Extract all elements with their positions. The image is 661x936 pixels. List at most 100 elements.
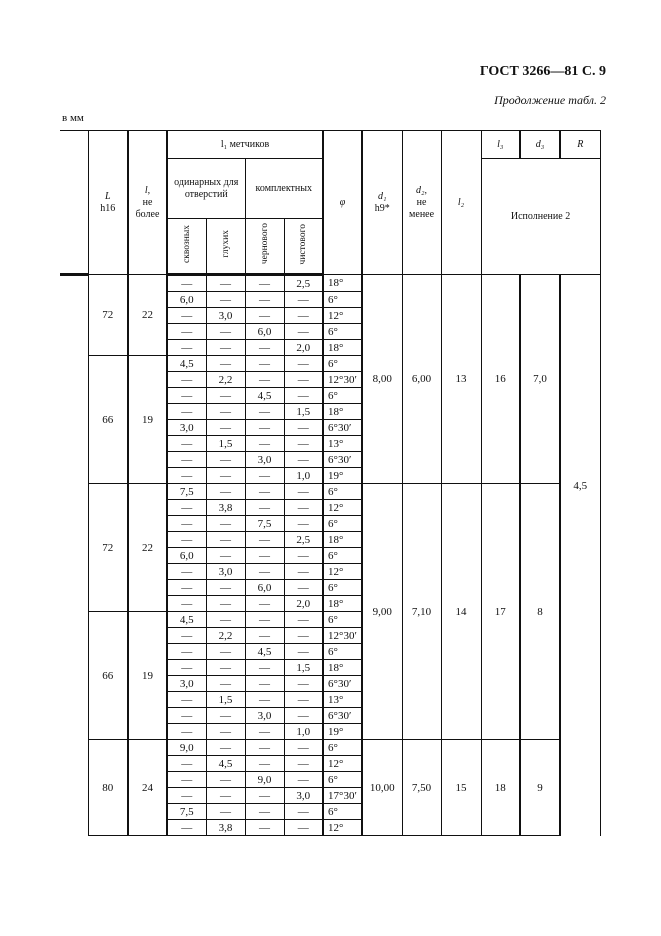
cell-phi: 12° xyxy=(322,499,363,516)
cell-through: 4,5 xyxy=(166,611,207,628)
cell-d1: 10,00 xyxy=(361,739,403,836)
table-row: 72 22 7,5— — —6° 9,00 7,10 14 17 8 xyxy=(60,483,600,740)
blank-header xyxy=(60,130,89,276)
cell-finish: — xyxy=(283,387,324,404)
table-row: —3,8— —12° xyxy=(60,819,600,836)
table-row: — — —1,0 19° xyxy=(60,467,600,484)
cell-rough: — xyxy=(244,435,285,452)
cell-rough: — xyxy=(244,339,285,356)
cell-l: 19 xyxy=(127,355,168,484)
cell-through: — xyxy=(166,274,207,292)
cell-finish: — xyxy=(283,611,324,628)
cell-blind: — xyxy=(205,515,246,532)
cell-l3: 16 xyxy=(480,274,521,484)
cell-blind: — xyxy=(205,451,246,468)
cell-blind: 2,2 xyxy=(205,371,246,388)
cell-through: — xyxy=(166,771,207,788)
cell-l3: 17 xyxy=(480,483,521,740)
cell-finish: — xyxy=(283,307,324,324)
cell-rough: — xyxy=(244,803,285,820)
cell-rough: — xyxy=(244,611,285,628)
cell-phi: 6° xyxy=(322,579,363,596)
cell-d1: 8,00 xyxy=(361,274,403,484)
cell-rough: 4,5 xyxy=(244,387,285,404)
cell-blind: 4,5 xyxy=(205,755,246,772)
header-l2: l₂ xyxy=(440,130,482,275)
cell-phi: 6° xyxy=(322,515,363,532)
cell-phi: 6° xyxy=(322,739,363,756)
cell-phi: 6° xyxy=(322,803,363,820)
cell-finish: — xyxy=(283,323,324,340)
table-row: — — —2,0 18° xyxy=(60,595,600,612)
cell-finish: — xyxy=(283,563,324,580)
cell-l: 22 xyxy=(127,274,168,356)
table-row: 6,0— — —6° xyxy=(60,291,600,308)
cell-L: 66 xyxy=(87,611,129,740)
blank-column xyxy=(60,274,89,836)
cell-finish: — xyxy=(283,755,324,772)
cell-rough: — xyxy=(244,419,285,436)
cell-finish: 3,0 xyxy=(283,787,324,804)
cell-finish: — xyxy=(283,627,324,644)
header-rough: чернового xyxy=(244,218,285,276)
cell-through: 9,0 xyxy=(166,739,207,756)
cell-through: — xyxy=(166,323,207,340)
cell-L: 72 xyxy=(87,274,129,356)
cell-rough: 3,0 xyxy=(244,707,285,724)
cell-finish: 2,0 xyxy=(283,595,324,612)
cell-through: — xyxy=(166,387,207,404)
cell-blind: — xyxy=(205,723,246,740)
cell-l2: 13 xyxy=(440,274,482,484)
cell-l2: 15 xyxy=(440,739,482,836)
cell-finish: — xyxy=(283,739,324,756)
cell-finish: 1,0 xyxy=(283,723,324,740)
cell-phi: 6°30′ xyxy=(322,675,363,692)
cell-rough: — xyxy=(244,483,285,500)
cell-phi: 17°30′ xyxy=(322,787,363,804)
cell-through: 7,5 xyxy=(166,803,207,820)
cell-blind: — xyxy=(205,787,246,804)
cell-blind: — xyxy=(205,467,246,484)
cell-blind: 3,8 xyxy=(205,819,246,836)
cell-finish: — xyxy=(283,419,324,436)
cell-finish: — xyxy=(283,707,324,724)
cell-rough: — xyxy=(244,595,285,612)
cell-phi: 6°30′ xyxy=(322,707,363,724)
cell-finish: — xyxy=(283,435,324,452)
header-single: одинарных для отверстий xyxy=(166,158,246,219)
cell-blind: — xyxy=(205,803,246,820)
cell-L: 80 xyxy=(87,739,129,836)
table-row: — — —2,0 18° xyxy=(60,339,600,356)
cell-finish: — xyxy=(283,691,324,708)
cell-blind: — xyxy=(205,291,246,308)
cell-blind: — xyxy=(205,643,246,660)
cell-finish: — xyxy=(283,579,324,596)
cell-through: — xyxy=(166,371,207,388)
table-row: — —4,5—6° xyxy=(60,643,600,660)
cell-phi: 6° xyxy=(322,387,363,404)
cell-through: — xyxy=(166,579,207,596)
cell-R: 4,5 xyxy=(559,274,601,836)
cell-blind: 3,8 xyxy=(205,499,246,516)
cell-blind: — xyxy=(205,707,246,724)
header-phi: φ xyxy=(322,130,363,275)
cell-d2: 7,50 xyxy=(401,739,442,836)
table-row: 66 19 4,5— — —6° xyxy=(60,355,600,484)
table-continuation-label: Продолжение табл. 2 xyxy=(494,93,606,107)
cell-phi: 12°30′ xyxy=(322,371,363,388)
cell-blind: — xyxy=(205,274,246,292)
cell-d3: 8 xyxy=(519,483,561,740)
cell-finish: — xyxy=(283,451,324,468)
cell-rough: — xyxy=(244,547,285,564)
cell-d3: 9 xyxy=(519,739,561,836)
cell-rough: 9,0 xyxy=(244,771,285,788)
table-row: 80 24 9,0— — —6° 10,00 7,50 15 18 9 xyxy=(60,739,600,836)
cell-rough: 6,0 xyxy=(244,579,285,596)
cell-rough: — xyxy=(244,659,285,676)
cell-phi: 6° xyxy=(322,323,363,340)
cell-l: 24 xyxy=(127,739,168,836)
cell-phi: 12° xyxy=(322,563,363,580)
cell-phi: 18° xyxy=(322,339,363,356)
cell-rough: — xyxy=(244,371,285,388)
cell-d3: 7,0 xyxy=(519,274,561,484)
